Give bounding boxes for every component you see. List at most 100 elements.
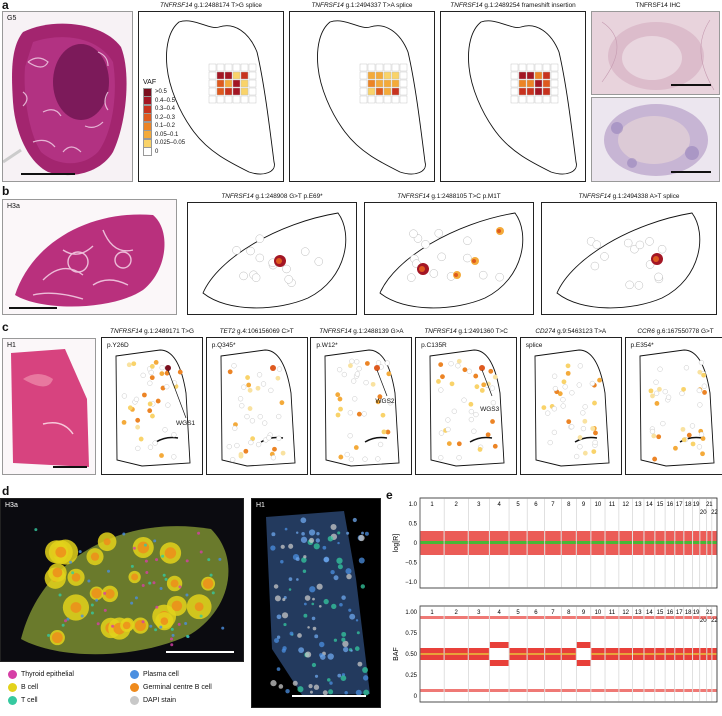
spot [172, 432, 177, 437]
spot [245, 375, 250, 380]
vaf-swatch [143, 147, 152, 156]
cell-dot [343, 647, 348, 652]
cell-dot [47, 634, 50, 637]
hotspot [270, 365, 276, 371]
spot [566, 419, 571, 424]
spot [583, 404, 588, 409]
title-b3: TNFRSF14 g.1:2494338 A>T splice [541, 193, 717, 200]
spot [450, 381, 455, 386]
y-tick-label: 0.25 [405, 673, 417, 679]
logr-segment [469, 541, 489, 544]
follicle [233, 246, 241, 254]
baf-segment [545, 653, 561, 655]
spot [238, 396, 243, 401]
cell-dot [145, 571, 148, 574]
logr-segment [693, 541, 699, 544]
baf-segment [562, 653, 576, 655]
cell-dot [319, 605, 322, 608]
cell-dot [285, 528, 288, 531]
spot [225, 96, 232, 103]
legend-swatch [8, 683, 17, 692]
baf-points-hom [562, 616, 576, 619]
baf-segment [644, 653, 654, 655]
legend-label: Germinal centre B cell [143, 684, 212, 691]
cell-dot [358, 535, 364, 541]
spot [248, 440, 253, 445]
baf-points-loh [577, 642, 590, 648]
spot [493, 444, 498, 449]
follicle [479, 271, 487, 279]
spot [384, 72, 391, 79]
cell-dot [315, 675, 318, 678]
spot [360, 88, 367, 95]
spot [511, 88, 518, 95]
chromosome-label: 12 [622, 502, 629, 508]
chromosome-label: 10 [595, 610, 602, 616]
legend-label: T cell [21, 697, 38, 704]
spot [574, 454, 579, 459]
spot [681, 387, 686, 392]
cell-dot [303, 555, 306, 558]
spot [150, 375, 155, 380]
cell-dot [311, 603, 314, 606]
spot [446, 427, 451, 432]
spot [511, 96, 518, 103]
baf-points-hom [421, 616, 444, 619]
cell-dot [365, 532, 369, 536]
spot [139, 437, 144, 442]
he-image-h3a: H3a [2, 199, 177, 315]
logr-segment [633, 541, 643, 544]
spot [438, 362, 443, 367]
y-axis-label: log[R] [393, 534, 400, 552]
follicle [626, 281, 634, 289]
baf-segment [707, 653, 711, 655]
chromosome-label: 20 [700, 510, 707, 516]
baf-points-hom [619, 616, 632, 619]
spot [490, 419, 495, 424]
spot [527, 72, 534, 79]
baf-segment [712, 653, 716, 655]
spot [249, 72, 256, 79]
cell-dot [133, 547, 136, 550]
gc-b-cell-cluster [104, 538, 111, 545]
spot [276, 436, 281, 441]
vaf-legend-item: >0.5 [143, 88, 185, 97]
baf-points-hom [700, 616, 706, 619]
spot [650, 429, 655, 434]
spot [551, 64, 558, 71]
spot [365, 361, 370, 366]
spot [384, 88, 391, 95]
spot [480, 388, 485, 393]
spot [519, 80, 526, 87]
baf-points-hom [700, 689, 706, 692]
cell-dot [356, 619, 358, 621]
cell-dot [275, 595, 281, 601]
title-c5: CD274 g.9:5463123 T>A [520, 328, 622, 335]
cell-dot [283, 623, 286, 626]
cell-dot [69, 561, 72, 564]
spot [657, 367, 662, 372]
cell-dot [131, 565, 134, 568]
baf-points-hom [490, 689, 509, 692]
gc-b-cell-cluster [160, 617, 168, 625]
cell-dot [303, 570, 306, 573]
spot [569, 390, 574, 395]
gc-b-cell-cluster [91, 588, 101, 598]
legend-swatch [8, 696, 17, 705]
cell-dot [281, 545, 285, 549]
spot [150, 364, 155, 369]
cell-dot [154, 628, 157, 631]
y-tick-label: 0 [414, 694, 418, 700]
cell-dot [310, 691, 313, 694]
spot [234, 443, 239, 448]
spot [552, 430, 557, 435]
logr-segment [545, 541, 561, 544]
spot [696, 388, 701, 393]
spot [519, 88, 526, 95]
spot [535, 72, 542, 79]
spot [543, 72, 550, 79]
spot [225, 80, 232, 87]
mutation-spot-core [419, 266, 425, 272]
logr-segment [606, 541, 619, 544]
cell-dot [339, 603, 343, 607]
